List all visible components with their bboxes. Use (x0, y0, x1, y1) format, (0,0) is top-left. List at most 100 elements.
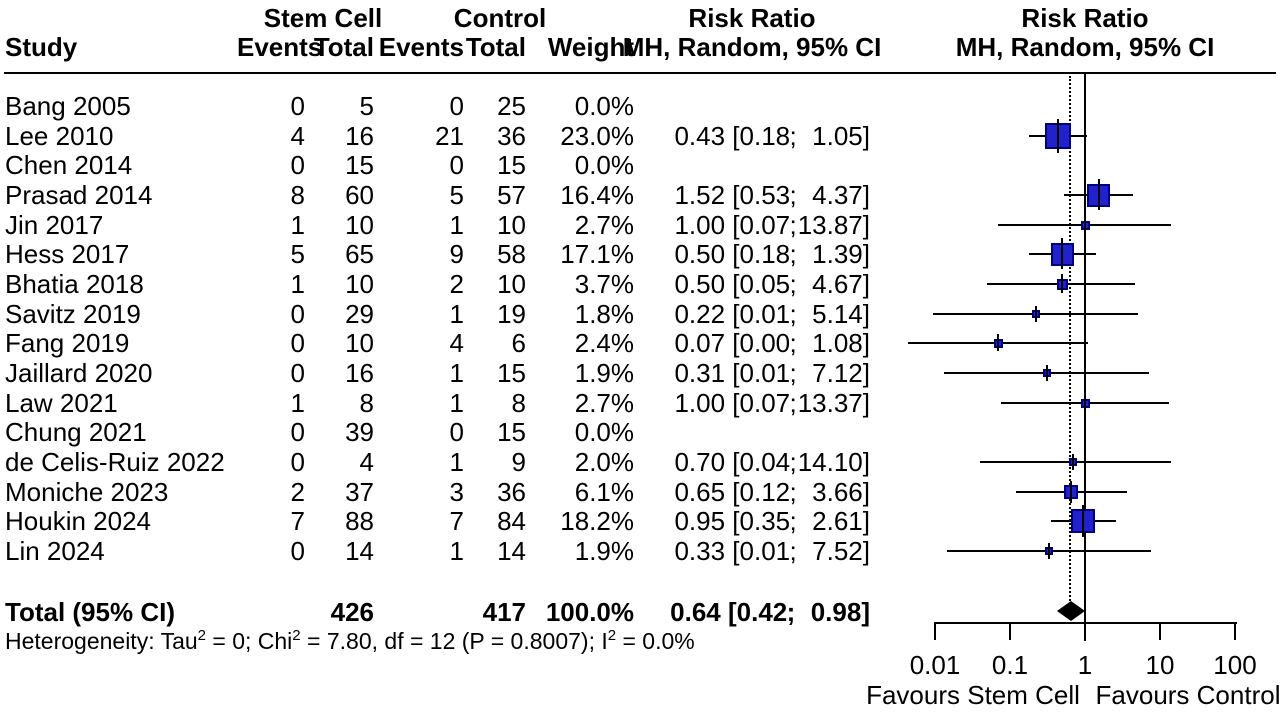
ci-low: 0.05 (739, 269, 791, 299)
rr-point: 0.33 (674, 536, 726, 566)
bracket-close: ] (862, 180, 870, 210)
weight-value: 6.1% (574, 477, 634, 507)
rr-ci-value: 1.00 [0.07; 13.87] (634, 210, 870, 240)
weight-value: 2.7% (574, 388, 634, 418)
total-treatment: 65 (345, 239, 374, 269)
ci-separator: ; (789, 447, 797, 477)
study-label: Hess 2017 (5, 239, 130, 269)
rr-ci-value: 0.22 [0.01; 5.14] (634, 299, 870, 329)
total-treatment: 60 (345, 180, 374, 210)
total-control: 19 (497, 299, 526, 329)
table-row: Houkin 2024 7 88 7 84 18.2% 0.95 [0.35; 2.61] (5, 506, 870, 536)
bracket-open: [ (725, 358, 740, 388)
events-control: 1 (449, 210, 464, 240)
events-control: 2 (449, 269, 464, 299)
events-treatment: 0 (290, 417, 305, 447)
table-row: Prasad 2014 8 60 5 57 16.4% 1.52 [0.53; 4.37] (5, 180, 870, 210)
ci-low: 0.01 (739, 536, 791, 566)
events-control: 1 (449, 299, 464, 329)
favours-left-label: Favours Stem Cell (866, 680, 1080, 710)
rr-ci-value: 1.00 [0.07; 13.37] (634, 388, 870, 418)
weight-value: 3.7% (574, 269, 634, 299)
bracket-open: [ (725, 388, 740, 418)
events-treatment: 0 (290, 328, 305, 358)
total-control: 57 (497, 180, 526, 210)
total-treatment: 5 (359, 91, 374, 121)
point-estimate-tick (1084, 394, 1086, 411)
bracket-close: ] (862, 121, 870, 151)
bracket-open: [ (725, 269, 740, 299)
table-row: Bang 2005 0 5 0 25 0.0% (5, 91, 870, 121)
total-rr: 0.64 (670, 597, 721, 627)
rr-point: 1.00 (674, 388, 726, 418)
bracket-open: [ (725, 447, 740, 477)
point-estimate-tick (1061, 274, 1063, 293)
rr-ci-value: 0.65 [0.12; 3.66] (634, 477, 870, 507)
ci-low: 0.01 (739, 358, 791, 388)
axis-tick (934, 622, 936, 640)
events-control: 3 (449, 477, 464, 507)
total-control: 36 (497, 121, 526, 151)
total-n-control: 417 (482, 597, 526, 627)
bracket-open: [ (725, 477, 740, 507)
study-label: Chung 2021 (5, 417, 147, 447)
events-treatment: 0 (290, 299, 305, 329)
table-row: Lin 2024 0 14 1 14 1.9% 0.33 [0.01; 7.52] (5, 536, 870, 566)
events-treatment: 1 (290, 388, 305, 418)
axis-tick (1084, 622, 1086, 640)
rr-ci-value: 0.31 [0.01; 7.12] (634, 358, 870, 388)
ci-high: 1.39 (812, 239, 863, 269)
rr-point: 1.00 (674, 210, 726, 240)
ci-high: 1.05 (812, 121, 863, 151)
total-treatment: 15 (345, 150, 374, 180)
total-control: 58 (497, 239, 526, 269)
rr-ci-value: 0.07 [0.00; 1.08] (634, 328, 870, 358)
weight-value: 2.4% (574, 328, 634, 358)
ci-separator: ; (789, 180, 797, 210)
total-n-treatment: 426 (330, 597, 374, 627)
events-control: 9 (449, 239, 464, 269)
rr-ci-value: 0.50 [0.18; 1.39] (634, 239, 870, 269)
total-control: 15 (497, 417, 526, 447)
col-total-ctrl: Total (465, 32, 526, 62)
table-row: Jin 2017 1 10 1 10 2.7% 1.00 [0.07; 13.87] (5, 210, 870, 240)
total-weight: 100.0% (545, 597, 634, 627)
bracket-open: [ (725, 210, 740, 240)
rr-ci-value (634, 417, 870, 447)
events-treatment: 0 (290, 358, 305, 388)
weight-value: 1.9% (574, 358, 634, 388)
events-control: 1 (449, 358, 464, 388)
null-effect-line (1084, 74, 1086, 641)
total-treatment: 10 (345, 328, 374, 358)
ci-separator: ; (789, 121, 797, 151)
total-ci-low: 0.42 (736, 597, 788, 627)
weight-value: 16.4% (560, 180, 634, 210)
rr-point: 0.43 (674, 121, 726, 151)
total-control: 10 (497, 269, 526, 299)
het-superscript: 2 (292, 627, 301, 644)
het-part: = 0.0% (616, 628, 695, 654)
ci-separator: ; (789, 328, 797, 358)
ci-low: 0.35 (739, 506, 791, 536)
total-treatment: 4 (359, 447, 374, 477)
bracket-close: ] (862, 358, 870, 388)
study-label: Lee 2010 (5, 121, 114, 151)
bracket-close: ] (862, 210, 870, 240)
events-control: 0 (449, 417, 464, 447)
pooled-diamond (1057, 601, 1085, 621)
column-group-control: Control (453, 3, 547, 33)
total-label: Total (95% CI) (5, 597, 175, 627)
bracket-open: [ (725, 506, 740, 536)
bracket-open: [ (725, 328, 740, 358)
events-control: 5 (449, 180, 464, 210)
ci-high: 7.12 (812, 358, 863, 388)
rr-point: 1.52 (674, 180, 726, 210)
bracket-close: ] (862, 269, 870, 299)
ci-high: 1.08 (812, 328, 863, 358)
ci-high: 13.37 (797, 388, 863, 418)
study-label: Lin 2024 (5, 536, 105, 566)
bracket-open: [ (725, 536, 740, 566)
rr-ci-value: 0.50 [0.05; 4.67] (634, 269, 870, 299)
bracket-open: [ (725, 121, 740, 151)
